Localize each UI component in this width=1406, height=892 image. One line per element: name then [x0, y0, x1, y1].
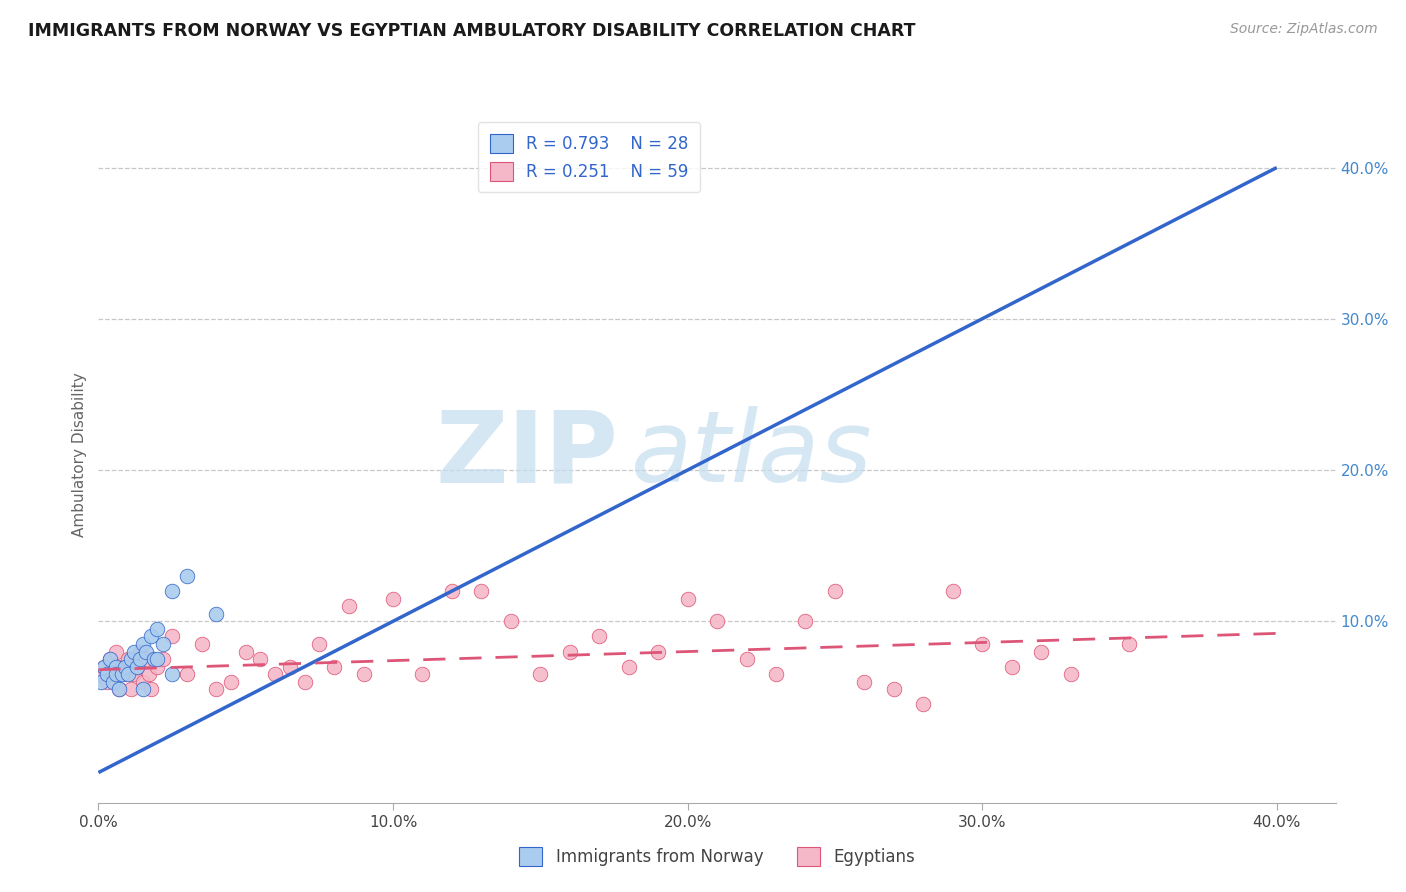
Text: atlas: atlas — [630, 407, 872, 503]
Point — [93, 659, 115, 673]
Point — [141, 682, 163, 697]
Point — [972, 637, 994, 651]
Point — [111, 659, 134, 673]
Point — [152, 652, 174, 666]
Point — [160, 629, 183, 643]
Point — [152, 637, 174, 651]
Point — [90, 667, 112, 681]
Point — [1001, 659, 1024, 673]
Point — [146, 659, 169, 673]
Point — [114, 659, 136, 673]
Point — [794, 615, 817, 629]
Point — [117, 667, 139, 681]
Point — [883, 682, 905, 697]
Point — [117, 652, 139, 666]
Point — [96, 667, 118, 681]
Point — [824, 584, 846, 599]
Point — [128, 644, 150, 658]
Point — [160, 667, 183, 681]
Point — [499, 615, 522, 629]
Point — [765, 667, 787, 681]
Point — [278, 659, 301, 673]
Point — [706, 615, 728, 629]
Point — [122, 667, 145, 681]
Point — [143, 652, 166, 666]
Point — [529, 667, 551, 681]
Point — [131, 682, 153, 697]
Point — [105, 659, 128, 673]
Point — [588, 629, 610, 643]
Point — [176, 569, 198, 583]
Point — [264, 667, 287, 681]
Point — [101, 674, 124, 689]
Point — [108, 682, 131, 697]
Point — [98, 652, 121, 666]
Point — [440, 584, 463, 599]
Point — [853, 674, 876, 689]
Point — [146, 622, 169, 636]
Point — [235, 644, 257, 658]
Point — [146, 652, 169, 666]
Point — [105, 667, 128, 681]
Point — [125, 659, 148, 673]
Point — [138, 667, 160, 681]
Point — [131, 637, 153, 651]
Point — [141, 629, 163, 643]
Point — [205, 682, 228, 697]
Point — [93, 659, 115, 673]
Point — [1059, 667, 1081, 681]
Point — [470, 584, 492, 599]
Point — [120, 682, 142, 697]
Point — [176, 667, 198, 681]
Point — [337, 599, 360, 614]
Point — [219, 674, 242, 689]
Point — [558, 644, 581, 658]
Point — [353, 667, 375, 681]
Point — [96, 674, 118, 689]
Point — [160, 584, 183, 599]
Point — [323, 659, 346, 673]
Point — [90, 674, 112, 689]
Point — [676, 591, 699, 606]
Point — [131, 674, 153, 689]
Point — [249, 652, 271, 666]
Point — [98, 652, 121, 666]
Point — [101, 667, 124, 681]
Point — [294, 674, 316, 689]
Point — [135, 652, 157, 666]
Point — [190, 637, 212, 651]
Point — [205, 607, 228, 621]
Point — [617, 659, 640, 673]
Text: IMMIGRANTS FROM NORWAY VS EGYPTIAN AMBULATORY DISABILITY CORRELATION CHART: IMMIGRANTS FROM NORWAY VS EGYPTIAN AMBUL… — [28, 22, 915, 40]
Point — [735, 652, 758, 666]
Point — [114, 667, 136, 681]
Text: Source: ZipAtlas.com: Source: ZipAtlas.com — [1230, 22, 1378, 37]
Point — [942, 584, 965, 599]
Point — [122, 644, 145, 658]
Point — [647, 644, 669, 658]
Point — [105, 644, 128, 658]
Point — [128, 652, 150, 666]
Point — [120, 652, 142, 666]
Point — [1118, 637, 1140, 651]
Point — [308, 637, 330, 651]
Point — [382, 591, 405, 606]
Point — [1029, 644, 1052, 658]
Point — [111, 667, 134, 681]
Point — [411, 667, 433, 681]
Point — [125, 659, 148, 673]
Point — [135, 644, 157, 658]
Y-axis label: Ambulatory Disability: Ambulatory Disability — [72, 373, 87, 537]
Text: ZIP: ZIP — [436, 407, 619, 503]
Legend: Immigrants from Norway, Egyptians: Immigrants from Norway, Egyptians — [510, 838, 924, 874]
Point — [912, 698, 935, 712]
Point — [108, 682, 131, 697]
